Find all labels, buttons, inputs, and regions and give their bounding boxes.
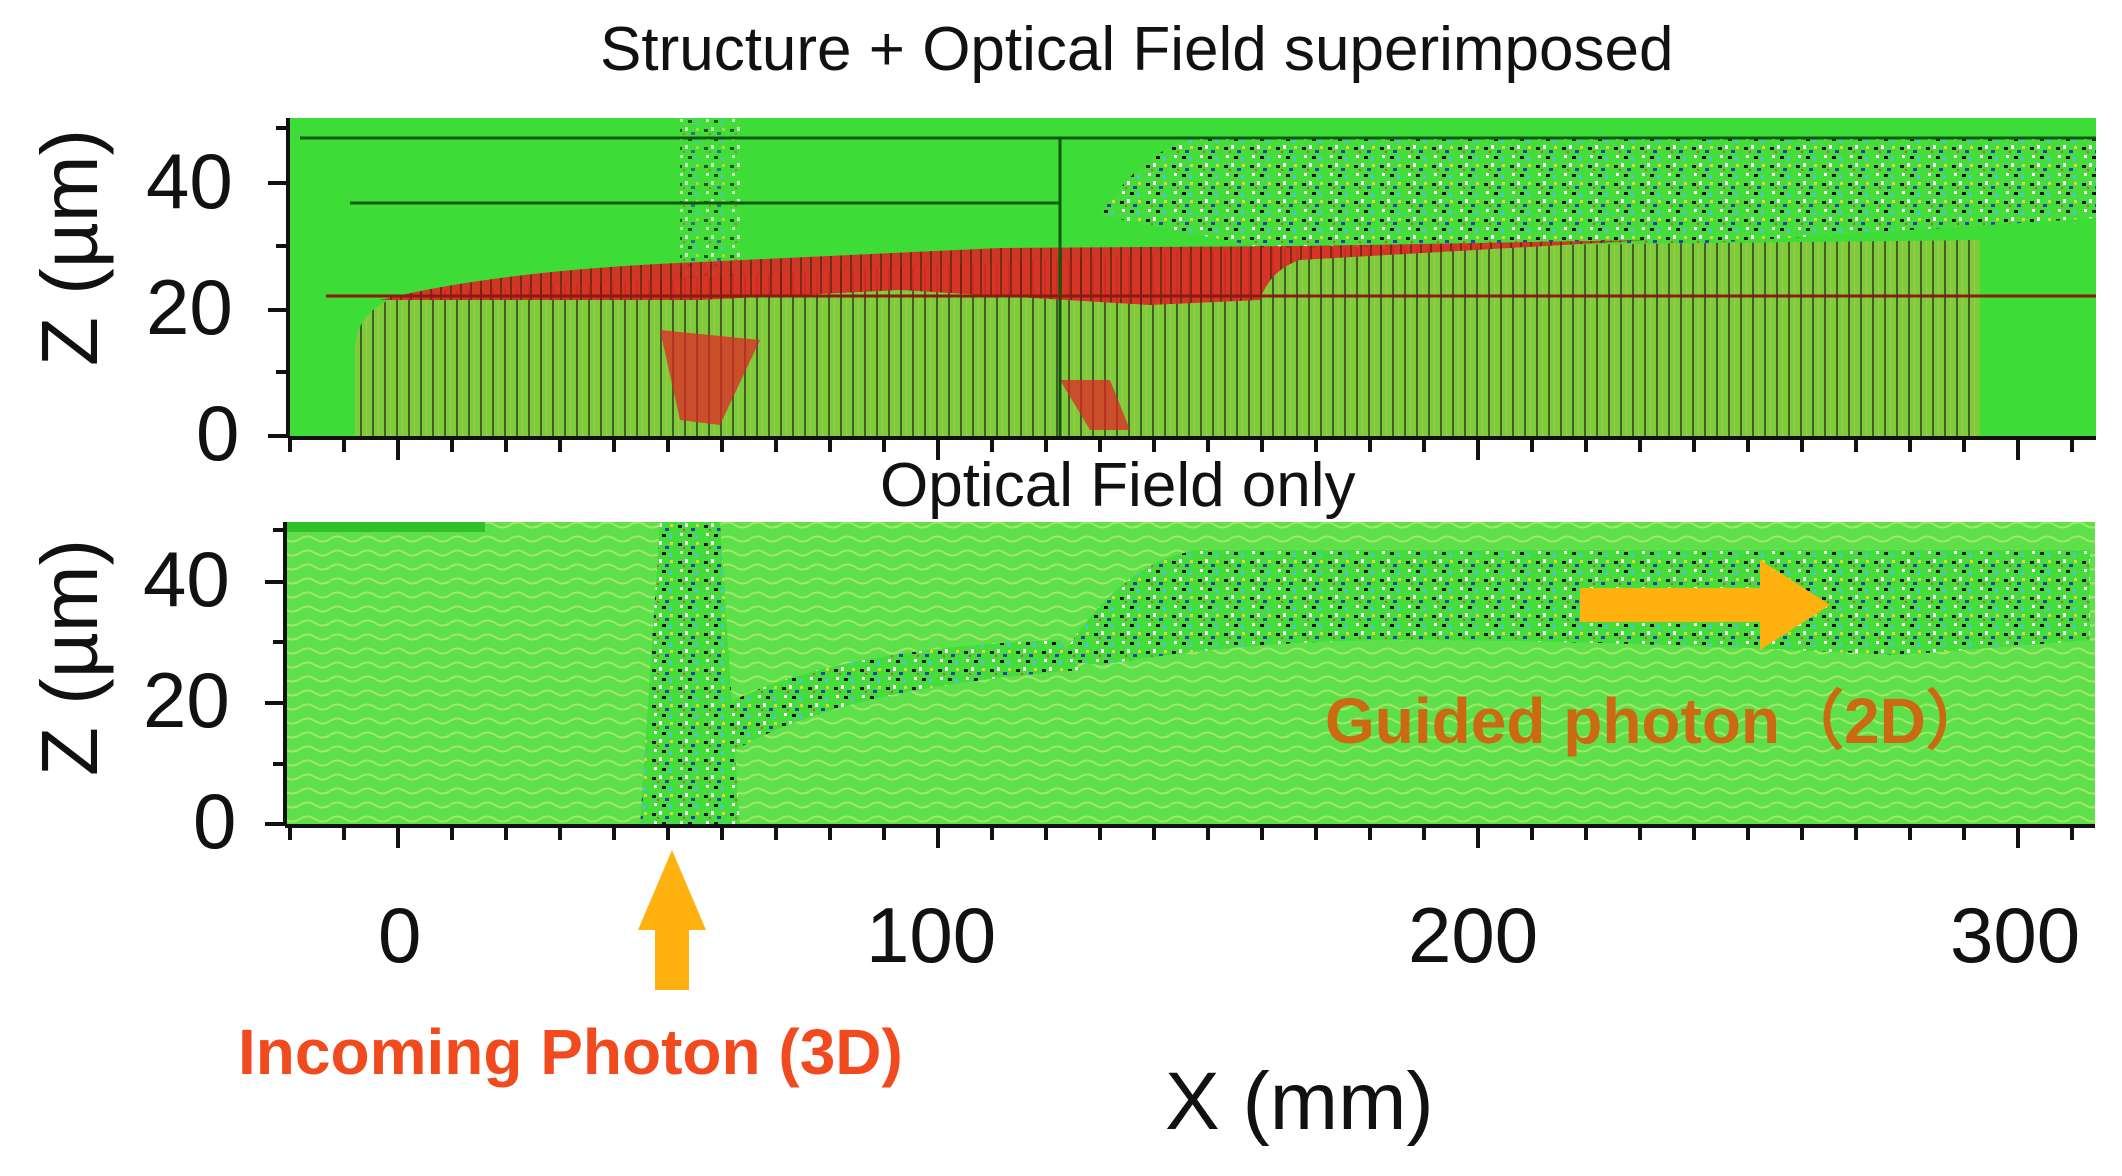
- top-y-tick-0: 0: [196, 389, 240, 477]
- bottom-x-ticks: [288, 826, 2074, 848]
- bottom-y-tick-0: 0: [193, 777, 237, 865]
- top-y-ticks: [268, 126, 288, 438]
- bottom-y-tick-20: 20: [143, 656, 230, 744]
- bottom-y-axis-label: Z (µm): [25, 538, 114, 776]
- x-tick-300: 300: [1950, 891, 2081, 979]
- top-panel: [268, 118, 2096, 460]
- top-panel-title: Structure + Optical Field superimposed: [600, 15, 1674, 84]
- guided-photon-label: Guided photon（2D）: [1325, 685, 1990, 757]
- x-tick-100: 100: [866, 891, 997, 979]
- top-y-tick-20: 20: [146, 263, 233, 351]
- top-structure-red-lower: [660, 330, 1130, 430]
- incoming-photon-label: Incoming Photon (3D): [238, 1016, 903, 1088]
- bottom-guided-field: [1060, 550, 2090, 665]
- x-tick-200: 200: [1408, 891, 1539, 979]
- bottom-y-tick-40: 40: [143, 535, 230, 623]
- incoming-photon-arrow: [638, 850, 706, 990]
- bottom-top-strip: [285, 522, 485, 532]
- top-y-tick-40: 40: [146, 137, 233, 225]
- bottom-guide-path: [700, 640, 1080, 760]
- guided-photon-arrow: [1580, 560, 1830, 650]
- bottom-panel: [265, 522, 2095, 848]
- bottom-y-ticks: [265, 528, 285, 826]
- top-field-scatter: [1100, 136, 2096, 255]
- bottom-panel-title: Optical Field only: [880, 451, 1356, 520]
- bottom-incoming-field: [640, 522, 740, 826]
- x-tick-0: 0: [378, 891, 422, 979]
- top-structure-red: [380, 240, 1650, 305]
- top-x-ticks: [288, 438, 2074, 460]
- x-axis-label: X (mm): [1165, 1056, 1434, 1147]
- top-y-axis-label: Z (µm): [25, 128, 114, 366]
